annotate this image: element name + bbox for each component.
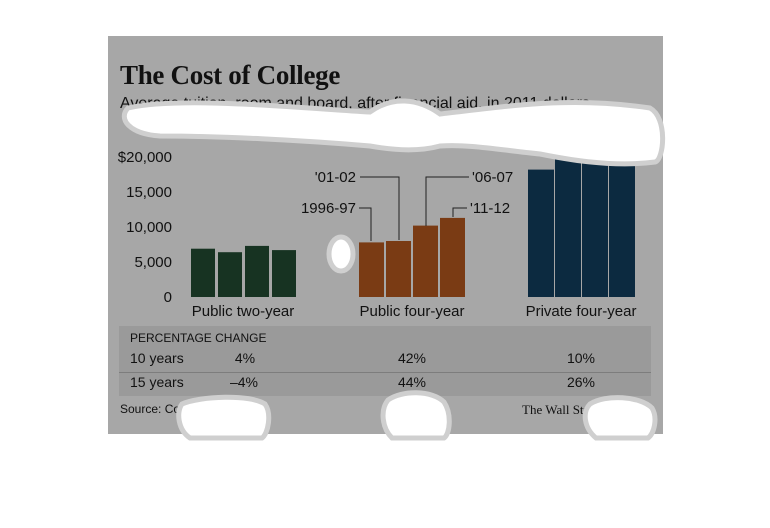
- bar-public-two-year-0: [191, 248, 215, 297]
- series-annotation-label: '01-02: [315, 169, 356, 186]
- bar-private-four-year-0: [528, 169, 554, 297]
- series-annotations: 1996-97 '01-02 '06-07 '11-12: [301, 169, 513, 241]
- pct-10y-private-four-year: 10%: [566, 350, 596, 366]
- pct-15y-public-four-year: 44%: [397, 374, 427, 390]
- bar-public-four-year-0: [359, 242, 384, 297]
- y-tick-label: 15,000: [126, 184, 172, 201]
- bar-overflow-private-four-year-3: [609, 136, 635, 159]
- pct-15y-private-four-year: 26%: [566, 374, 596, 390]
- bar-public-two-year-1: [218, 252, 242, 297]
- series-annotation-label: 1996-97: [301, 200, 356, 217]
- y-axis: $20,000 15,000 10,000 5,000 0: [118, 149, 172, 306]
- y-tick-label: 0: [164, 289, 172, 306]
- bar-overflow-private-four-year-1: [555, 151, 581, 159]
- category-labels: Public two-year Public four-year Private f…: [192, 303, 637, 320]
- table-divider: [119, 372, 651, 373]
- bar-public-four-year-3: [440, 217, 465, 297]
- category-label-public-four-year: Public four-year: [359, 303, 464, 320]
- pct-15y-public-two-year: –4%: [229, 374, 259, 390]
- bar-private-four-year-2: [582, 138, 608, 297]
- source-note: Source: College Board: [120, 402, 241, 416]
- category-label-public-two-year: Public two-year: [192, 303, 295, 320]
- pct-10y-public-two-year: 4%: [234, 350, 256, 366]
- percentage-change-table: [119, 326, 651, 396]
- y-tick-label: $20,000: [118, 149, 172, 166]
- annotation-leader-line: [452, 207, 467, 217]
- series-annotation-label: '06-07: [472, 169, 513, 186]
- bar-public-two-year-2: [245, 245, 269, 297]
- bar-public-four-year-1: [386, 241, 411, 297]
- row-label-15-years: 15 years: [130, 374, 184, 390]
- annotation-leader-line: [359, 207, 372, 241]
- bar-public-four-year-2: [413, 225, 438, 297]
- percentage-change-heading: PERCENTAGE CHANGE: [130, 331, 267, 345]
- y-tick-label: 10,000: [126, 219, 172, 236]
- y-tick-label: 5,000: [134, 254, 172, 271]
- bar-overflow-private-four-year-2: [582, 138, 608, 159]
- chart-title: The Cost of College: [120, 60, 341, 90]
- annotation-leader-line: [360, 176, 400, 240]
- row-label-10-years: 10 years: [130, 350, 184, 366]
- series-annotation-label: '11-12: [470, 200, 510, 217]
- category-label-private-four-year: Private four-year: [526, 303, 637, 320]
- pct-10y-public-four-year: 42%: [397, 350, 427, 366]
- publisher-credit: The Wall Street Journal: [522, 402, 645, 417]
- bar-private-four-year-1: [555, 151, 581, 297]
- bars-group: [191, 136, 635, 297]
- bar-public-two-year-3: [272, 250, 296, 297]
- annotation-leader-line: [425, 176, 469, 226]
- bar-private-four-year-3: [609, 136, 635, 297]
